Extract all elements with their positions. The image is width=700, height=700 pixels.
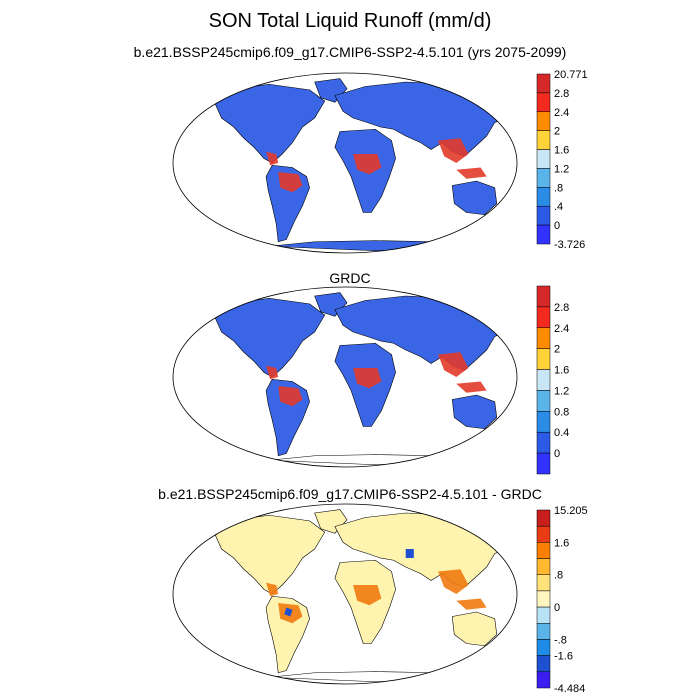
colorbar-label: 0.8 xyxy=(554,406,569,418)
colorbar-swatch xyxy=(536,390,551,412)
australia-2 xyxy=(452,395,497,429)
colorbar-swatch xyxy=(536,369,551,391)
indonesia-blob-2 xyxy=(456,381,487,393)
colorbar-swatch xyxy=(536,224,551,245)
australia-3 xyxy=(452,612,497,646)
southeast-asia-blob-1 xyxy=(438,138,469,163)
colorbar-label: 1.6 xyxy=(554,145,569,157)
colorbar-swatch xyxy=(536,327,551,349)
colorbar-swatch xyxy=(536,574,551,592)
colorbar-swatch xyxy=(536,606,551,624)
colorbar-label: 2 xyxy=(554,126,560,138)
colorbar-swatch xyxy=(536,590,551,608)
colorbar-label: -4.484 xyxy=(554,683,585,695)
map-border-3 xyxy=(172,503,518,685)
indonesia-blob-1 xyxy=(456,167,487,179)
panel-1-title: b.e21.BSSP245cmip6.f09_g17.CMIP6-SSP2-4.… xyxy=(133,44,567,60)
colorbar-2: 2.8 2.4 2 1.6 1.2 0.8 0.4 0 xyxy=(536,285,569,475)
indonesia-blob-3 xyxy=(456,598,487,610)
colorbar-swatch xyxy=(536,149,551,169)
colorbar-label: 15.205 xyxy=(554,505,588,517)
colorbar-swatch xyxy=(536,111,551,131)
colorbar-swatch xyxy=(536,452,551,475)
amazon-blob-1 xyxy=(278,172,303,193)
colorbar-swatch xyxy=(536,130,551,150)
colorbar-swatch xyxy=(536,542,551,559)
colorbar-label: 1.2 xyxy=(554,163,569,175)
australia-1 xyxy=(452,181,497,215)
colorbar-swatch xyxy=(536,671,551,689)
colorbar-label: -.8 xyxy=(554,634,567,646)
map-panel-2 xyxy=(172,286,518,468)
colorbar-swatch xyxy=(536,623,551,640)
colorbar-1: 20.771 2.8 2.4 2 1.6 1.2 .8 .4 0 -3.726 xyxy=(536,69,588,251)
colorbar-label: 2.4 xyxy=(554,323,569,335)
colorbar-label: .8 xyxy=(554,182,563,194)
colorbar-swatch xyxy=(536,205,551,226)
map-panel-3 xyxy=(172,503,518,685)
congo-blob-2 xyxy=(353,368,382,389)
colorbar-swatch xyxy=(536,187,551,207)
colorbar-3: 15.205 1.6 .8 0 -.8 -1.6 -4.484 xyxy=(536,505,588,695)
colorbar-swatch xyxy=(536,285,551,308)
negative-anomaly-spot-2 xyxy=(405,549,414,558)
colorbar-swatch xyxy=(536,306,551,329)
map-panel-1 xyxy=(172,72,518,254)
colorbar-label: 1.6 xyxy=(554,537,569,549)
central-america-blob-2 xyxy=(266,365,279,380)
colorbar-swatch xyxy=(536,509,551,527)
colorbar-swatch xyxy=(536,655,551,673)
map-border-2 xyxy=(172,286,518,468)
congo-blob-3 xyxy=(353,585,382,606)
colorbar-label: 0.4 xyxy=(554,427,569,439)
colorbar-swatch xyxy=(536,558,551,575)
colorbar-label: -3.726 xyxy=(554,239,585,251)
colorbar-label: 1.6 xyxy=(554,365,569,377)
colorbar-swatch xyxy=(536,411,551,433)
colorbar-label: -1.6 xyxy=(554,651,573,663)
southeast-asia-blob-2 xyxy=(438,352,469,377)
central-america-blob-1 xyxy=(266,151,279,166)
colorbar-swatch xyxy=(536,348,551,370)
colorbar-label: .4 xyxy=(554,201,563,213)
colorbar-label: 1.2 xyxy=(554,385,569,397)
colorbar-label: 20.771 xyxy=(554,69,588,81)
colorbar-label: 0 xyxy=(554,448,560,460)
colorbar-swatch xyxy=(536,525,551,543)
colorbar-label: 2.8 xyxy=(554,88,569,100)
colorbar-label: 2.8 xyxy=(554,302,569,314)
central-america-blob-3 xyxy=(266,582,279,597)
congo-blob-1 xyxy=(353,154,382,175)
colorbar-swatch xyxy=(536,431,551,454)
panel-3-title: b.e21.BSSP245cmip6.f09_g17.CMIP6-SSP2-4.… xyxy=(158,486,542,502)
map-border-1 xyxy=(172,72,518,254)
colorbar-swatch xyxy=(536,168,551,188)
panel-2-title: GRDC xyxy=(329,270,371,286)
figure-title: SON Total Liquid Runoff (mm/d) xyxy=(208,10,492,32)
colorbar-label: 2.4 xyxy=(554,107,569,119)
colorbar-label: 0 xyxy=(554,220,560,232)
amazon-blob-2 xyxy=(278,386,303,407)
colorbar-swatch xyxy=(536,639,551,656)
colorbar-label: 0 xyxy=(554,602,560,614)
colorbar-swatch xyxy=(536,73,551,94)
southeast-asia-blob-3 xyxy=(438,569,469,594)
negative-anomaly-spot xyxy=(284,607,293,617)
colorbar-label: .8 xyxy=(554,570,563,582)
colorbar-label: 2 xyxy=(554,344,560,356)
colorbar-swatch xyxy=(536,92,551,113)
